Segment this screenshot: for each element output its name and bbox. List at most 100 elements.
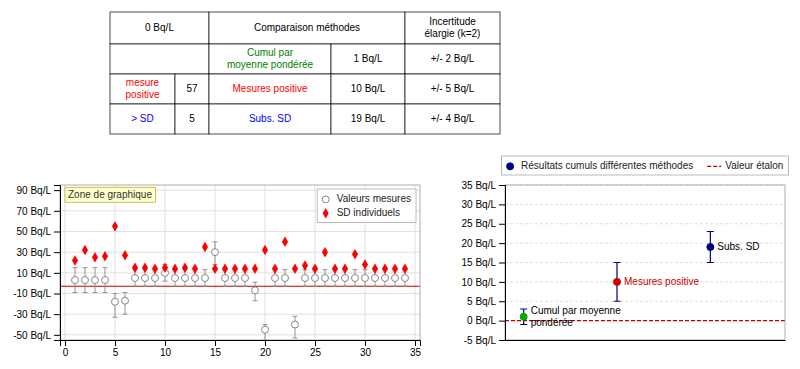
tick: 70 Bq/L [17,206,60,217]
point [332,263,338,274]
point [132,275,139,282]
tick-label: -10 Bq/L [13,288,51,299]
point [262,326,269,333]
point [342,263,348,274]
text-line: Mesures positive [624,276,699,287]
text-line: mesure [126,77,160,88]
table-cell-group: +/- 2 Bq/L [405,44,500,74]
point [142,275,149,282]
table-cell [405,44,500,74]
point [202,275,209,282]
legend-marker [707,166,721,167]
table-cell [209,74,331,104]
axis-line [54,186,61,341]
legend-item: Valeur étalon [707,160,783,171]
legend-label: SD individuels [337,207,400,218]
point [172,263,178,274]
point-label: Mesures positive [624,276,699,287]
point [382,275,389,282]
table-cell-group: mesurepositive [110,74,175,104]
error-bar [283,270,288,287]
grid-line [60,272,420,273]
table-cell-group: Comparaison méthodes [209,12,405,44]
grid-line [315,185,316,340]
table-cell [209,104,331,134]
table-text: mesurepositive [126,77,160,100]
table-cell [331,104,405,134]
tick-label: 50 Bq/L [17,226,52,237]
table-cell-group [110,44,209,74]
annotation-text: Zone de graphique [68,189,152,200]
tick-label: 10 Bq/L [462,277,497,288]
grid-line [505,301,785,302]
tick-mark [499,263,505,264]
annotation: Zone de graphique [65,187,155,202]
point [362,259,368,270]
error-bar [203,270,208,287]
point [132,262,138,273]
table: 0 Bq/LComparaison méthodesIncertitudeéla… [110,12,500,134]
point [142,262,148,273]
grid-line [505,223,785,224]
axis [506,340,786,341]
point [122,250,128,261]
text-line: +/- 4 Bq/L [431,113,475,124]
tick-label: 15 [210,347,222,358]
text-line: Subs. SD [249,113,291,124]
table-text: Cumul parmoyenne pondérée [227,47,314,70]
tick-label: 25 [310,347,322,358]
error-bar [83,268,88,293]
point [222,263,228,274]
plot-area [60,221,420,340]
tick: 5 [113,340,119,358]
tick-mark [54,335,60,336]
point [182,275,189,282]
text-line: élargie (k=2) [425,27,481,38]
error-bar [353,270,358,287]
point [302,260,308,271]
tick-mark [499,204,505,205]
error-bar [103,268,108,293]
tick-label: -5 Bq/L [464,335,497,346]
tick: 25 [310,340,322,358]
point [172,275,179,282]
table-text: Mesures positive [232,83,307,94]
point [312,275,319,282]
tick-mark [499,282,505,283]
tick-label: 25 Bq/L [462,218,497,229]
table-text: 1 Bq/L [354,53,383,64]
text-line: 5 [189,113,195,124]
point [102,277,109,284]
text-line: Cumul par [247,47,294,58]
table-cell [405,74,500,104]
table-cell-group: Incertitudeélargie (k=2) [405,12,500,44]
tick-label: 0 [63,347,69,358]
tick-label: 70 Bq/L [17,206,52,217]
tick-mark [54,211,60,212]
point [182,262,188,273]
tick: 35 [410,340,422,358]
tick-label: -30 Bq/L [13,309,51,320]
text-line: Comparaison méthodes [254,22,360,33]
legend-item: SD individuels [323,207,400,219]
tick-label: 30 Bq/L [462,199,497,210]
point [402,263,408,274]
tick-mark [215,340,216,346]
table-cell-group: 19 Bq/L [331,104,405,134]
tick: 20 Bq/L [462,238,505,249]
plot-frame [505,185,785,340]
legend: Valeurs mesuresSD individuels [317,189,416,223]
annotation-box [65,187,155,202]
tick: 35 Bq/L [462,180,505,191]
point [152,263,158,274]
point [322,275,329,282]
grid-line [265,185,266,340]
tick-label: 0 Bq/L [467,315,496,326]
tick-label: 5 Bq/L [467,296,496,307]
tick: 0 Bq/L [467,315,505,326]
chart: 0 Bq/L Comparaison méthodes Incertitudeéla… [0,0,800,369]
tick: 30 Bq/L [462,199,505,210]
tick: 50 Bq/L [17,226,60,237]
table-text: 10 Bq/L [351,83,386,94]
text-line: pondérée [531,316,574,327]
